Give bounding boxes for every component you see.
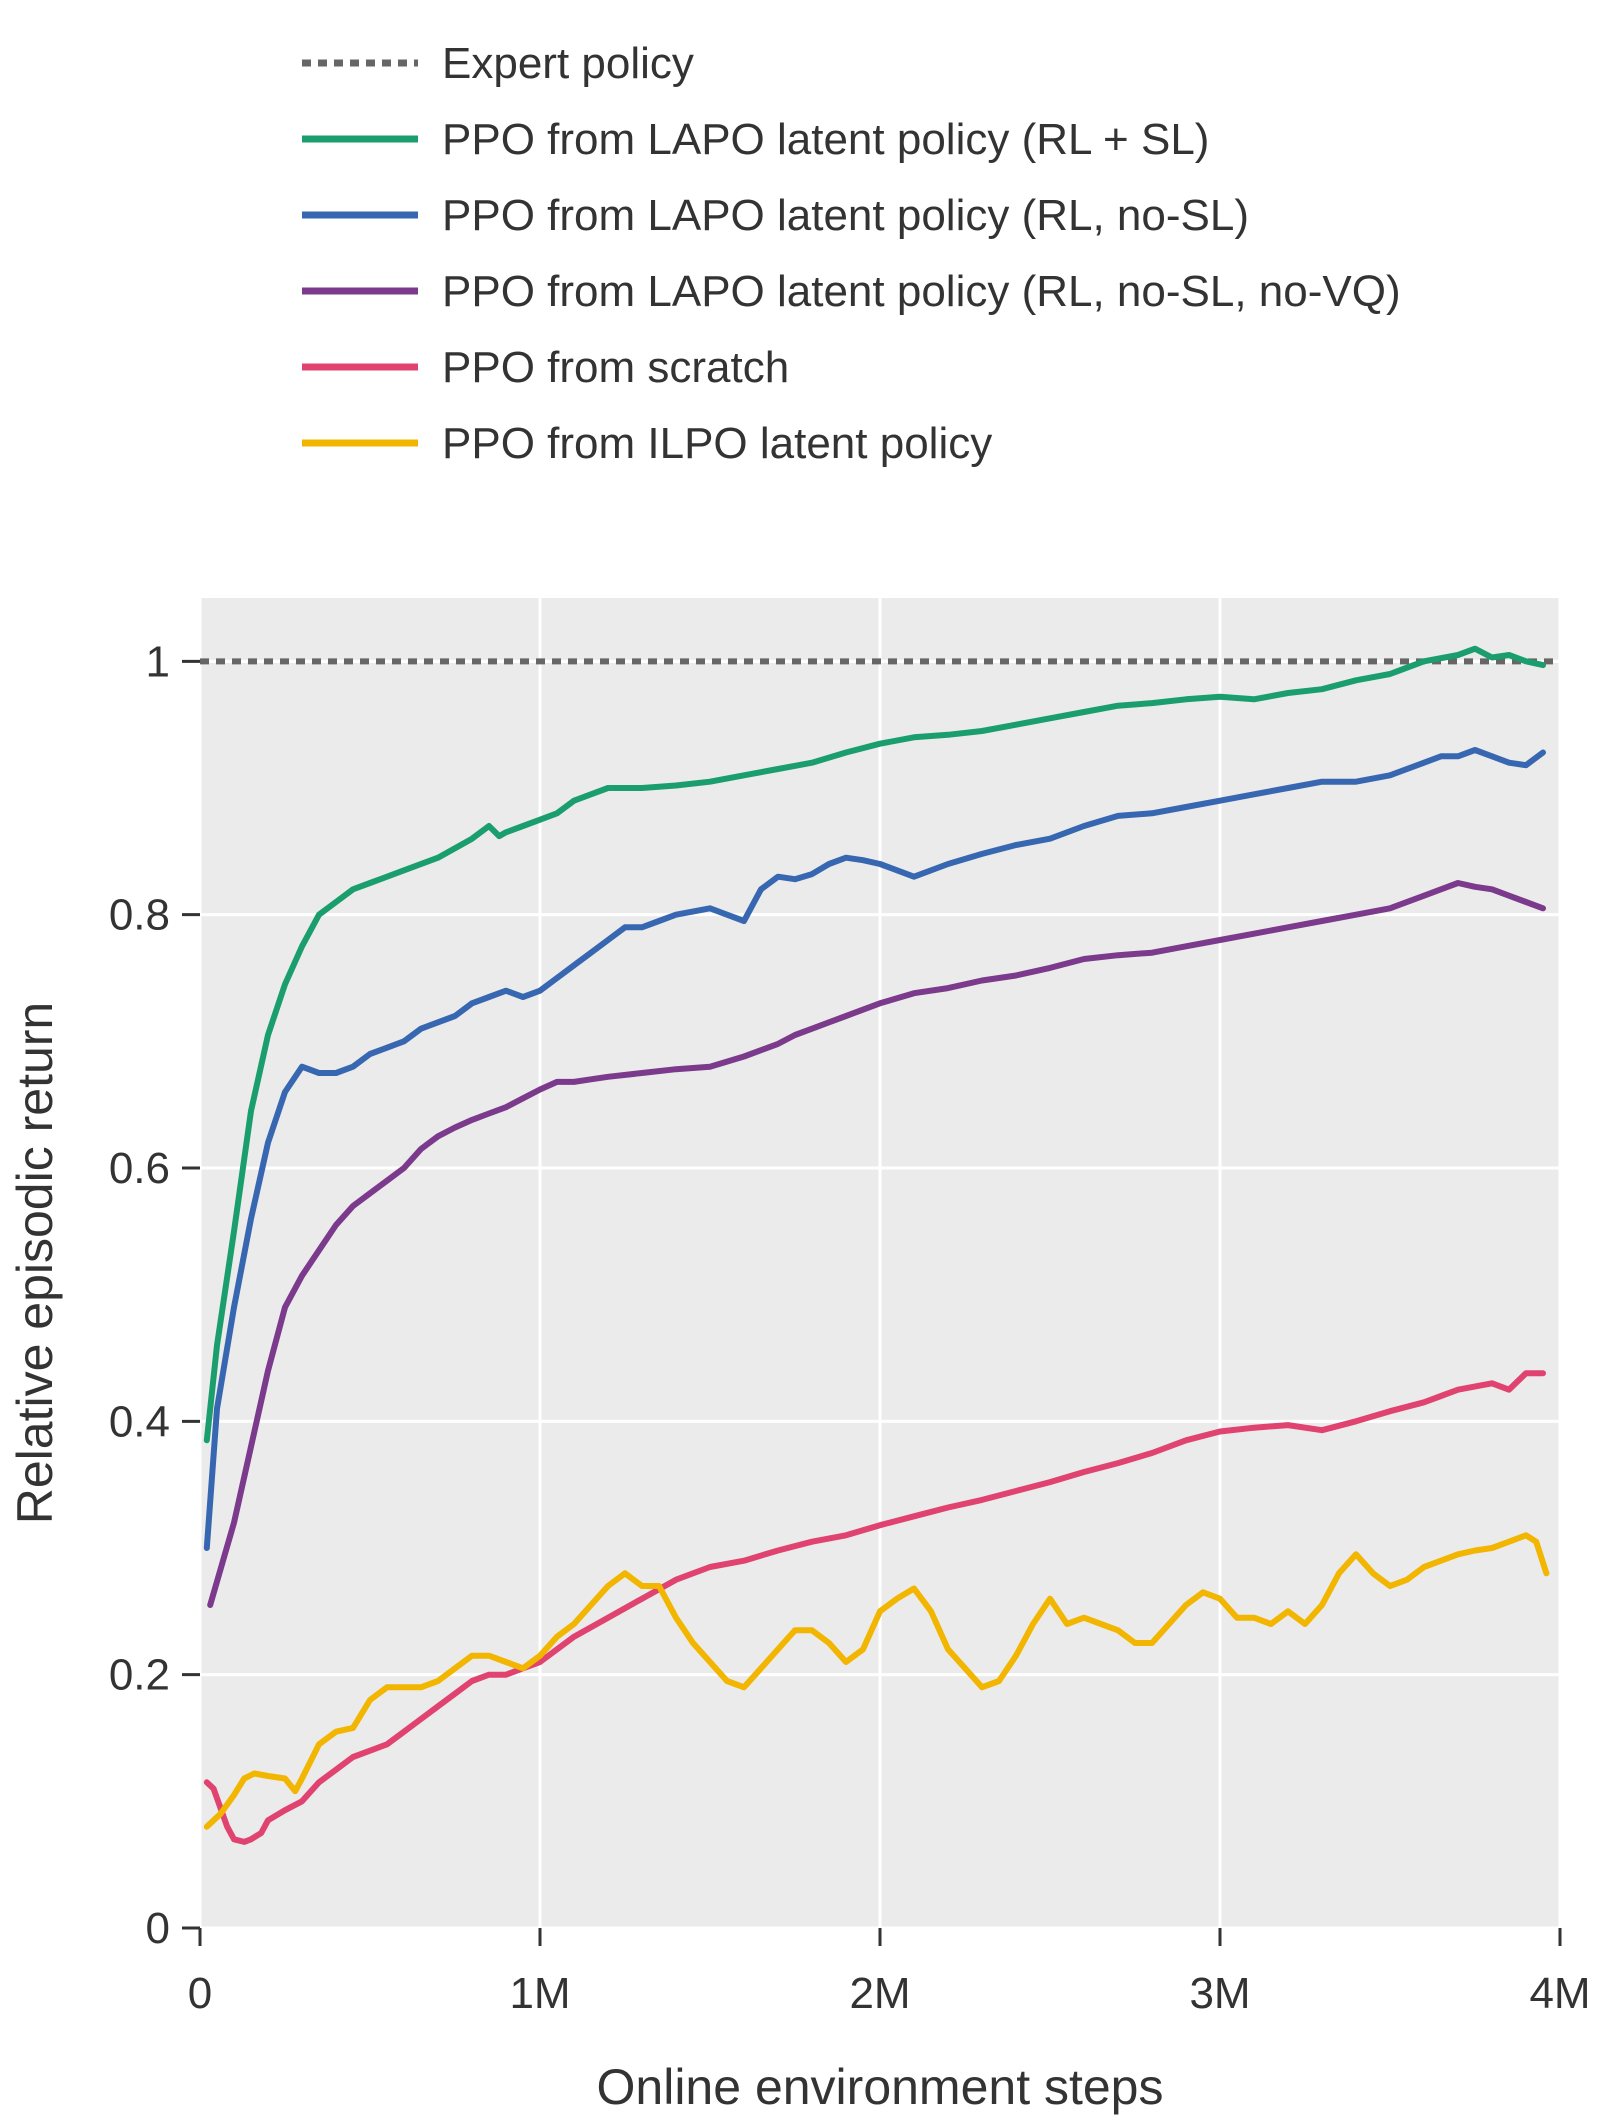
series-line-3 (207, 880, 1546, 1608)
x-axis-label: Online environment steps (597, 2059, 1164, 2115)
grid-lines (198, 598, 1562, 1930)
y-tick-label: 0.4 (109, 1397, 170, 1446)
y-tick-label: 0.2 (109, 1651, 170, 1700)
series-layer (203, 645, 1550, 1845)
x-tick-label: 2M (849, 1969, 910, 2018)
legend: Expert policy PPO from LAPO latent policy… (302, 39, 1401, 468)
series-line-1 (203, 645, 1546, 1444)
legend-label: PPO from scratch (442, 343, 789, 392)
series-line-4 (203, 1370, 1546, 1845)
y-tick-label: 1 (146, 637, 170, 686)
axes: 0 1M 2M 3M 4M 0 0.2 0.4 0.6 0.8 1 (109, 637, 1591, 2018)
x-tick-label: 3M (1189, 1969, 1250, 2018)
x-tick-label: 0 (188, 1969, 212, 2018)
x-tick-label: 1M (509, 1969, 570, 2018)
y-tick-label: 0 (146, 1904, 170, 1953)
y-tick-label: 0.6 (109, 1144, 170, 1193)
legend-label: PPO from LAPO latent policy (RL, no-SL, … (442, 267, 1401, 316)
y-tick-label: 0.8 (109, 891, 170, 940)
legend-label: PPO from ILPO latent policy (442, 419, 992, 468)
legend-label: PPO from LAPO latent policy (RL + SL) (442, 115, 1209, 164)
legend-label: PPO from LAPO latent policy (RL, no-SL) (442, 191, 1249, 240)
legend-label: Expert policy (442, 39, 694, 88)
x-tick-label: 4M (1529, 1969, 1590, 2018)
y-axis-label: Relative episodic return (7, 1002, 63, 1525)
series-line-5 (203, 1532, 1550, 1830)
series-line-2 (203, 747, 1546, 1551)
